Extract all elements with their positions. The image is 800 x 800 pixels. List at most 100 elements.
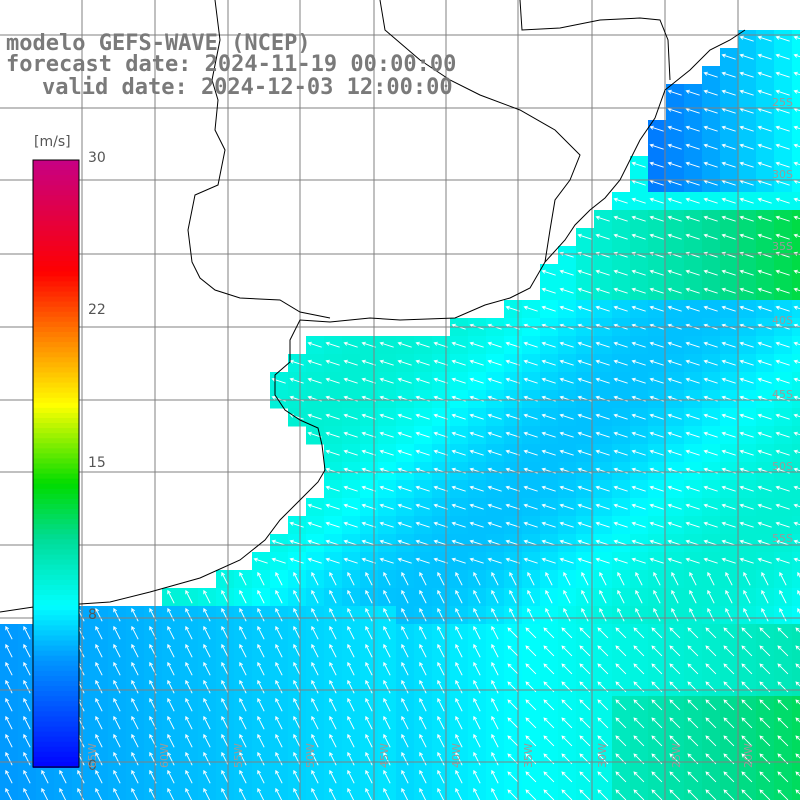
wind-arrow (185, 679, 193, 694)
wind-arrow (561, 699, 573, 711)
wind-arrow (5, 715, 13, 730)
wind-arrow (329, 643, 337, 658)
wind-arrow (667, 449, 682, 456)
wind-arrow (329, 697, 337, 712)
colorbar-segment (33, 448, 79, 455)
wind-arrow (23, 625, 31, 640)
wind-arrow (757, 485, 772, 492)
colorbar-segment (33, 701, 79, 708)
wind-arrow (221, 733, 229, 748)
wind-arrow (469, 413, 484, 420)
wind-arrow (469, 539, 484, 546)
wind-arrow (667, 269, 682, 276)
wind-arrow (239, 571, 247, 586)
wind-arrow (437, 733, 445, 748)
wind-arrow (775, 449, 790, 456)
wind-arrow (5, 733, 13, 748)
wind-arrow (703, 215, 718, 222)
wind-arrow (311, 589, 319, 604)
wind-arrow (311, 751, 319, 766)
wind-arrow (721, 53, 736, 60)
wind-arrow (667, 557, 682, 564)
wind-arrow (739, 287, 754, 294)
wind-arrow (595, 521, 610, 528)
wind-arrow (597, 645, 609, 657)
wind-arrow (433, 503, 448, 510)
wind-cell (792, 156, 800, 175)
wind-arrow (419, 769, 427, 784)
wind-arrow (293, 679, 301, 694)
wind-arrow (559, 557, 574, 564)
wind-arrow (311, 625, 319, 640)
wind-arrow (401, 589, 409, 604)
wind-arrow (757, 143, 772, 150)
wind-arrow (455, 787, 463, 800)
wind-arrow (651, 771, 663, 783)
wind-arrow (759, 735, 771, 747)
wind-arrow (685, 143, 700, 150)
wind-arrow (455, 625, 463, 640)
wind-arrow (527, 589, 535, 604)
wind-arrow (23, 715, 31, 730)
wind-arrow (721, 377, 736, 384)
wind-arrow (723, 771, 735, 783)
wind-arrow (185, 625, 193, 640)
wind-arrow (507, 663, 519, 675)
wind-arrow (613, 539, 628, 546)
wind-arrow (257, 643, 265, 658)
colorbar-segment (33, 731, 79, 738)
wind-arrow (721, 143, 736, 150)
wind-arrow (361, 359, 376, 366)
wind-arrow (491, 607, 499, 622)
wind-arrow (721, 503, 736, 510)
colorbar-segment (33, 438, 79, 445)
lon-label: 35W (522, 743, 535, 768)
wind-arrow (667, 143, 682, 150)
wind-arrow (221, 607, 229, 622)
colorbar-segment (33, 428, 79, 435)
wind-arrow (595, 233, 610, 240)
wind-arrow (595, 539, 610, 546)
wind-arrow (651, 645, 663, 657)
wind-arrow (59, 769, 67, 784)
colorbar-segment (33, 387, 79, 394)
wind-arrow (347, 733, 355, 748)
wind-arrow (559, 413, 574, 420)
wind-arrow (455, 769, 463, 784)
colorbar-segment (33, 443, 79, 450)
wind-arrow (649, 341, 664, 348)
wind-arrow (651, 735, 663, 747)
wind-arrow (239, 589, 247, 604)
wind-arrow (685, 539, 700, 546)
wind-arrow (543, 645, 555, 657)
wind-arrow (289, 521, 304, 528)
wind-arrow (689, 589, 697, 604)
wind-arrow (649, 521, 664, 528)
wind-arrow (347, 751, 355, 766)
wind-arrow (757, 557, 772, 564)
wind-arrow (793, 395, 800, 400)
wind-arrow (23, 643, 31, 658)
wind-arrow (203, 679, 211, 694)
wind-arrow (167, 643, 175, 658)
wind-arrow (473, 589, 481, 604)
wind-arrow (451, 557, 466, 564)
wind-arrow (685, 557, 700, 564)
wind-cell (774, 786, 793, 800)
wind-arrow (543, 771, 555, 783)
wind-cell (702, 786, 721, 800)
wind-arrow (559, 341, 574, 348)
wind-arrow (541, 377, 556, 384)
wind-arrow (401, 787, 409, 800)
wind-arrow (685, 431, 700, 438)
wind-arrow (649, 197, 664, 204)
lon-label: 60W (158, 743, 171, 768)
colorbar-segment (33, 761, 79, 768)
wind-arrow (597, 735, 609, 747)
wind-arrow (329, 571, 337, 586)
wind-arrow (95, 751, 103, 766)
wind-arrow (167, 733, 175, 748)
wind-arrow (703, 89, 718, 96)
wind-arrow (131, 733, 139, 748)
wind-arrow (383, 625, 391, 640)
